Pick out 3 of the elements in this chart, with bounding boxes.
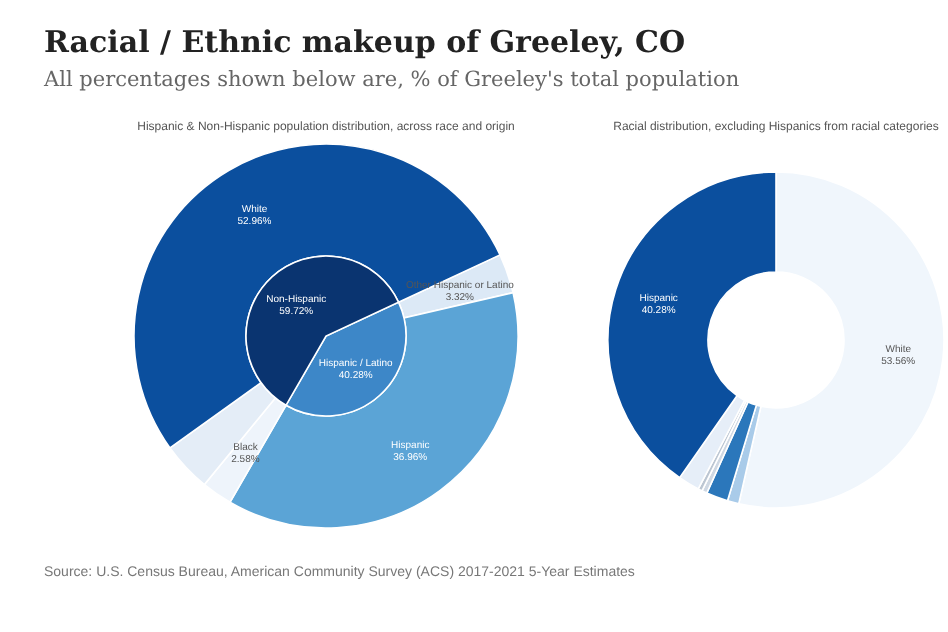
donut-slice [705,401,758,502]
chart-subtitle: All percentages shown below are, % of Greeley's total population [44,68,740,92]
chart-title: Racial / Ethnic makeup of Greeley, CO [44,24,686,60]
